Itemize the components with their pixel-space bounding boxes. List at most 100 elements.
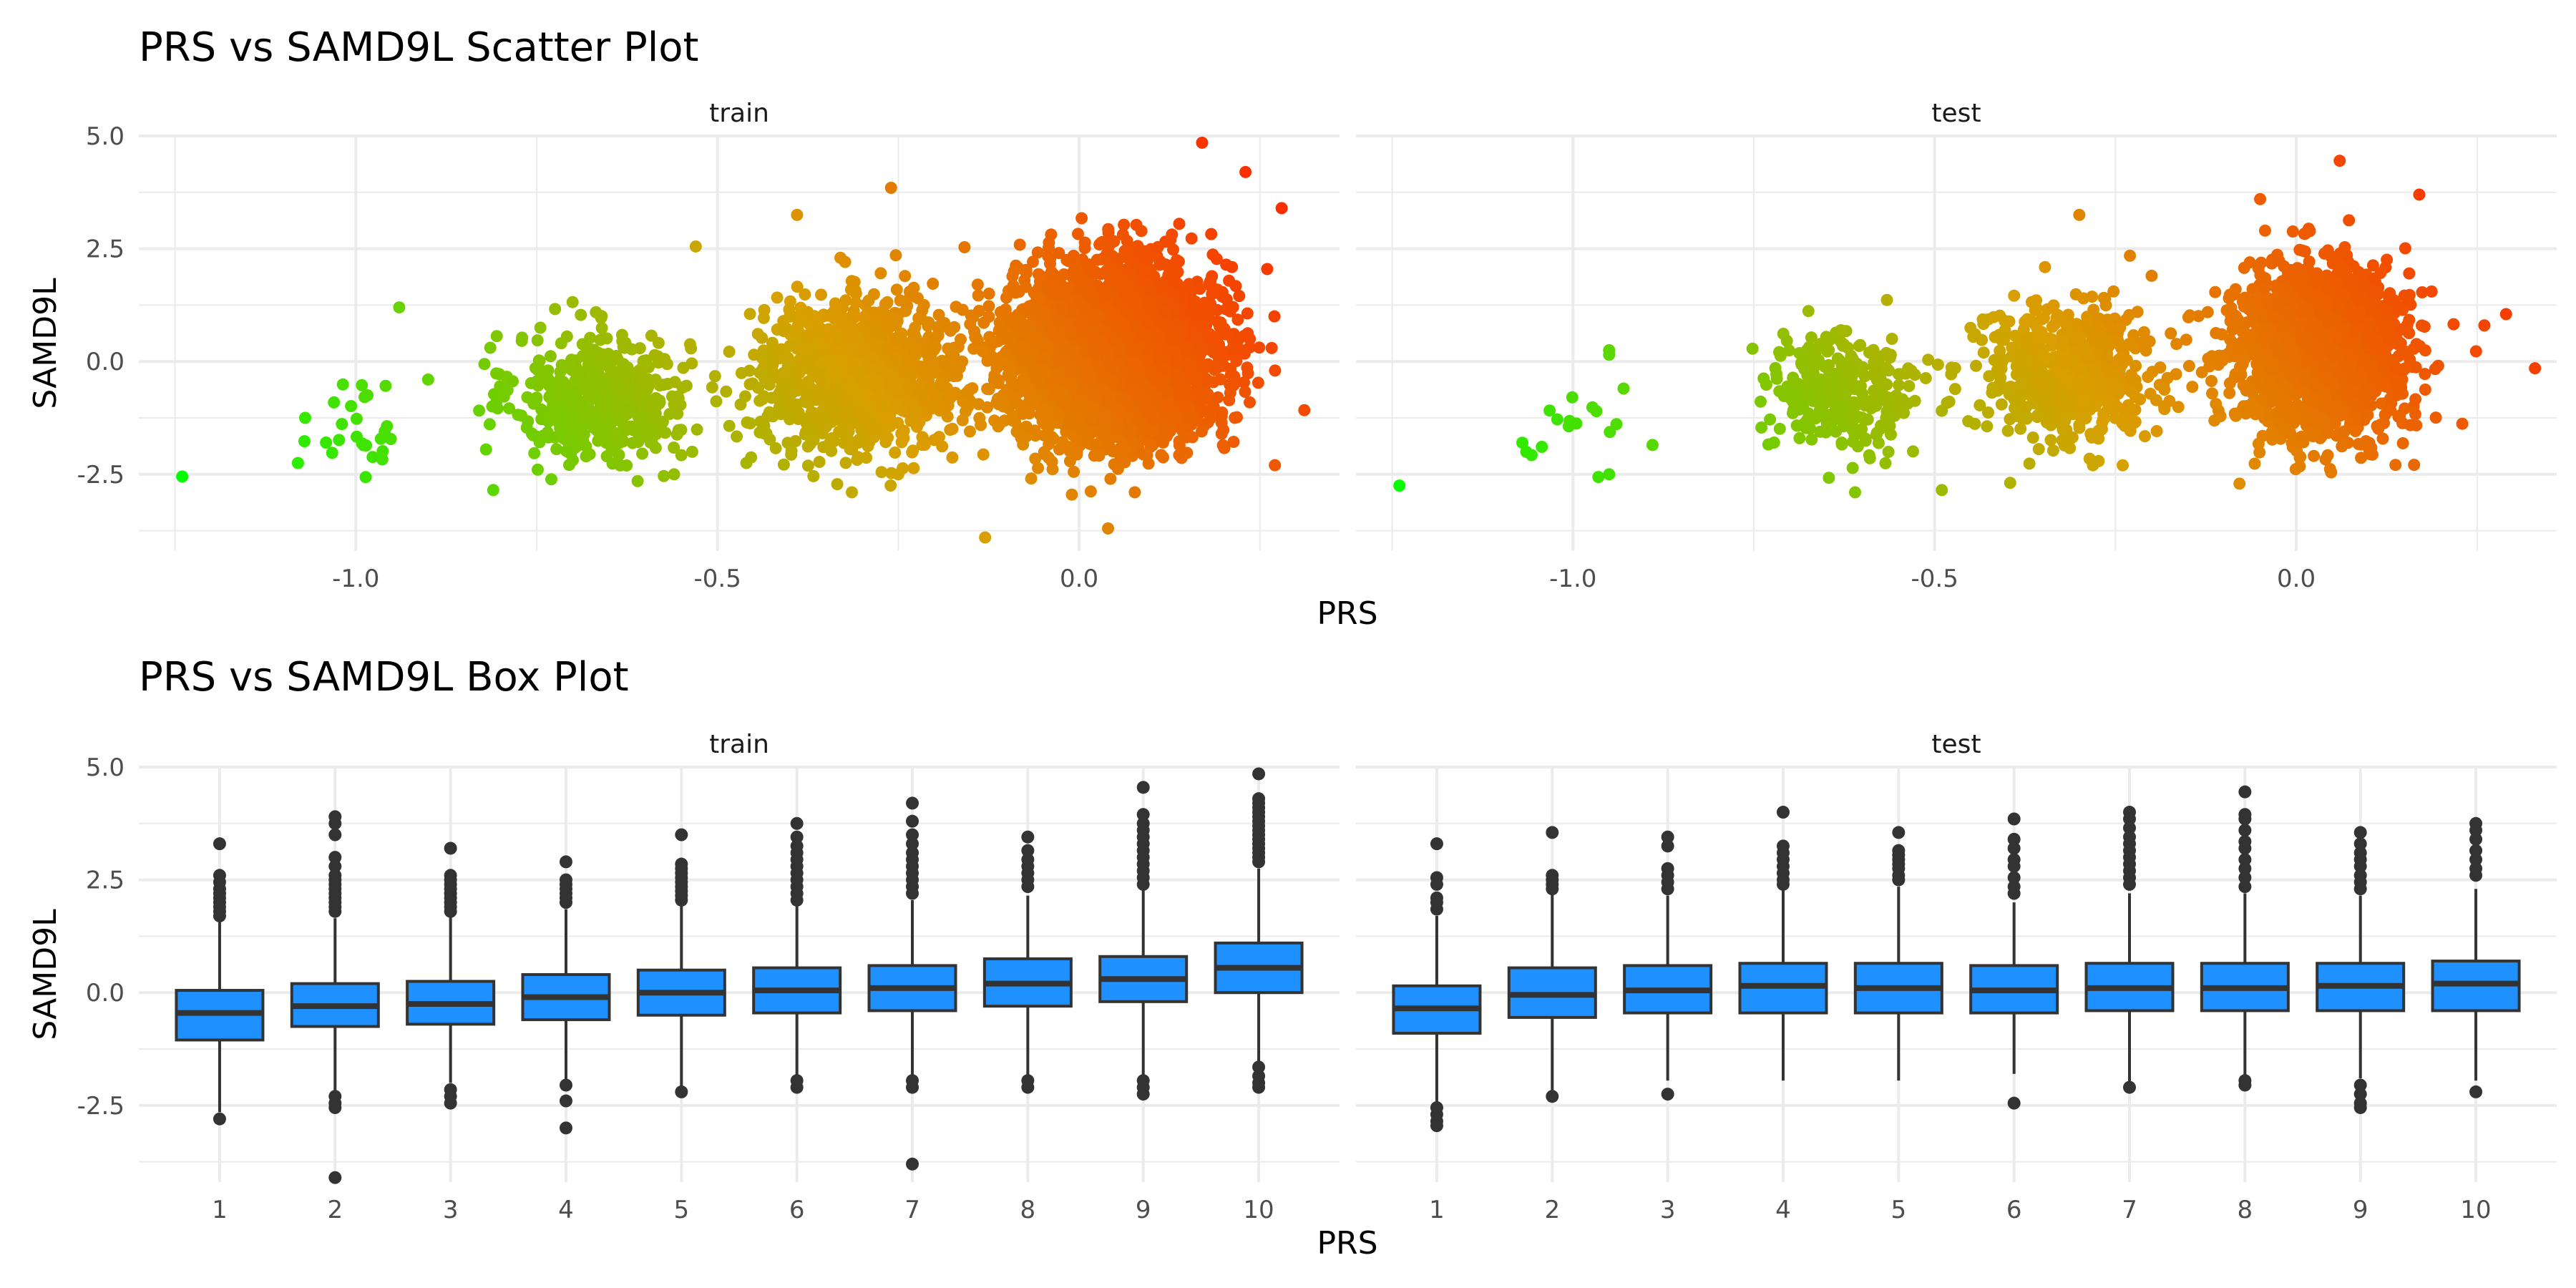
scatter-point	[534, 321, 547, 334]
scatter-point	[906, 446, 919, 459]
scatter-point	[360, 439, 373, 452]
scatter-point	[969, 331, 982, 343]
scatter-point	[538, 374, 551, 386]
scatter-point	[825, 394, 838, 407]
scatter-point	[1230, 355, 1243, 367]
scatter-point	[637, 359, 650, 372]
scatter-point	[1033, 275, 1046, 288]
y-tick-label: 2.5	[86, 235, 125, 264]
scatter-point	[376, 453, 389, 466]
scatter-point	[918, 439, 931, 451]
scatter-point	[782, 364, 795, 377]
scatter-point	[731, 430, 743, 443]
scatter-point	[631, 474, 644, 487]
scatter-point	[763, 433, 776, 446]
scatter-point	[791, 280, 804, 293]
scatter-point	[1166, 228, 1179, 241]
scatter-point	[948, 321, 961, 333]
scatter-point	[503, 402, 516, 415]
scatter-point	[997, 400, 1010, 413]
y-tick-label: 5.0	[86, 122, 125, 151]
scatter-point	[1067, 250, 1080, 262]
scatter-point	[560, 444, 573, 457]
scatter-point	[924, 381, 937, 394]
scatter-point	[1180, 431, 1193, 444]
scatter-point	[515, 334, 528, 347]
scatter-point	[706, 381, 718, 394]
scatter-point	[379, 379, 392, 392]
scatter-point	[992, 374, 1005, 386]
scatter-point	[800, 355, 813, 368]
scatter-point	[521, 391, 534, 404]
scatter-point	[988, 414, 1001, 427]
scatter-point	[777, 458, 790, 471]
scatter-point	[889, 353, 902, 366]
scatter-point	[596, 423, 609, 436]
scatter-point	[1031, 246, 1044, 259]
scatter-point	[1118, 218, 1131, 231]
scatter-point	[576, 412, 589, 425]
scatter-point	[832, 370, 845, 383]
scatter-point	[356, 379, 369, 391]
scatter-point	[646, 401, 659, 413]
scatter-point	[878, 413, 891, 426]
scatter-point	[1190, 382, 1203, 395]
scatter-point	[1167, 243, 1179, 256]
y-tick-label: 0.0	[86, 348, 125, 376]
scatter-point	[756, 331, 769, 344]
scatter-point	[351, 430, 363, 443]
scatter-point	[839, 405, 852, 418]
scatter-point	[597, 348, 610, 361]
scatter-point	[635, 409, 648, 422]
scatter-point	[791, 318, 804, 331]
scatter-point	[829, 302, 842, 315]
scatter-point	[862, 294, 875, 307]
scatter-point	[769, 441, 782, 454]
scatter-point	[807, 470, 820, 482]
scatter-point	[613, 411, 626, 424]
scatter-point	[640, 378, 653, 391]
scatter-point	[623, 370, 635, 383]
scatter-point	[784, 295, 796, 308]
scatter-point	[972, 289, 985, 302]
scatter-point	[1202, 405, 1215, 417]
scatter-point	[497, 390, 510, 403]
scatter-point	[907, 281, 920, 294]
scatter-point	[554, 411, 567, 424]
scatter-point	[895, 427, 908, 440]
scatter-point	[845, 275, 858, 288]
x-tick-label: 0.0	[1060, 565, 1098, 593]
scatter-point	[1119, 442, 1132, 455]
scatter-point	[791, 328, 804, 341]
scatter-point	[1226, 260, 1239, 273]
scatter-point	[870, 313, 883, 326]
scatter-point	[964, 425, 976, 438]
scatter-point	[614, 459, 627, 472]
scatter-point	[972, 398, 985, 411]
scatter-point	[658, 469, 670, 482]
scatter-point	[920, 370, 933, 382]
scatter-point	[1298, 404, 1311, 416]
scatter-point	[902, 337, 914, 350]
scatter-point	[1078, 242, 1091, 255]
scatter-point	[734, 398, 747, 411]
scatter-point	[758, 390, 771, 403]
scatter-point	[676, 381, 689, 394]
scatter-point	[636, 447, 649, 460]
scatter-point	[720, 385, 733, 398]
scatter-point	[874, 267, 887, 280]
scatter-point	[610, 427, 623, 440]
scatter-point	[1038, 313, 1050, 326]
scatter-point	[1252, 376, 1264, 389]
scatter-point	[564, 404, 577, 417]
scatter-point	[1216, 439, 1229, 452]
scatter-point	[320, 436, 333, 449]
scatter-point	[659, 426, 672, 439]
scatter-point	[917, 395, 930, 408]
scatter-point	[328, 396, 341, 409]
scatter-point	[1244, 396, 1256, 409]
scatter-point	[656, 416, 669, 428]
scatter-point	[862, 440, 874, 452]
scatter-point	[488, 388, 500, 401]
